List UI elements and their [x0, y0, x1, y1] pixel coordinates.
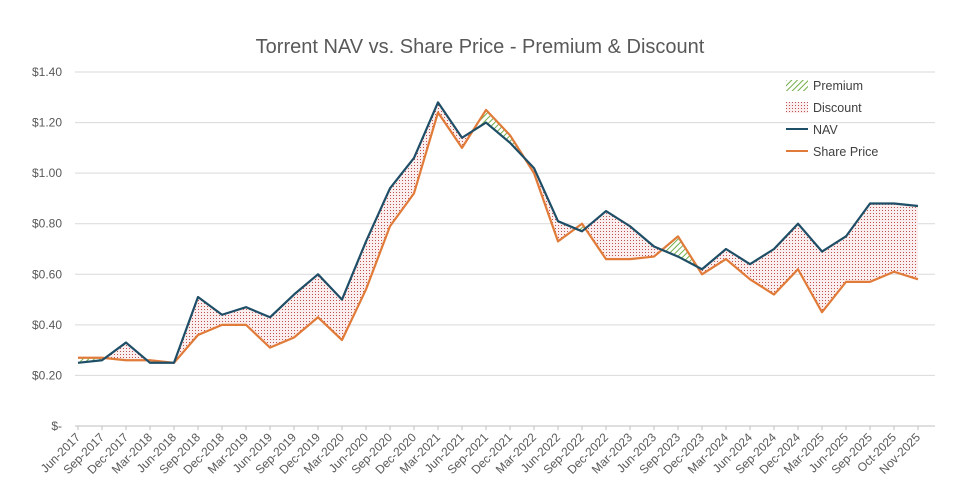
discount-area	[870, 203, 894, 282]
premium-area	[662, 236, 678, 257]
y-tick-label: $1.00	[32, 166, 62, 180]
discount-area	[246, 307, 270, 348]
y-tick-label: $0.60	[32, 267, 62, 281]
y-tick-label: $1.40	[32, 65, 62, 79]
legend-premium-label: Premium	[813, 79, 863, 93]
premium-area	[486, 109, 510, 143]
chart-title: Torrent NAV vs. Share Price - Premium & …	[256, 36, 705, 58]
discount-area	[390, 157, 414, 227]
discount-area	[630, 226, 654, 260]
series-lines	[77, 101, 919, 364]
discount-area	[846, 203, 870, 282]
y-tick-label: $0.40	[32, 318, 62, 332]
legend-nav-label: NAV	[813, 123, 838, 137]
y-tick-label: $0.80	[32, 217, 62, 231]
legend: Premium Discount NAV Share Price	[786, 79, 878, 159]
discount-area	[318, 274, 342, 341]
discount-area	[558, 221, 576, 242]
x-axis-ticks: Jun-2017Sep-2017Dec-2017Mar-2018Jun-2018…	[38, 426, 923, 477]
legend-discount-swatch	[786, 102, 808, 113]
discount-area	[438, 102, 462, 148]
discount-area	[822, 236, 846, 313]
discount-area	[726, 249, 750, 280]
nav-line	[77, 101, 919, 364]
discount-area	[585, 211, 606, 260]
y-tick-label: $-	[51, 419, 62, 433]
discount-area	[198, 297, 222, 335]
y-axis-ticks: $- $0.20 $0.40 $0.60 $0.80 $1.00 $1.20 $1.40	[32, 65, 62, 433]
y-tick-label: $0.20	[32, 368, 62, 382]
share-price-line	[78, 108, 919, 364]
discount-area	[366, 188, 390, 290]
y-tick-label: $1.20	[32, 116, 62, 130]
premium-discount-areas	[78, 102, 918, 363]
discount-area	[774, 223, 798, 295]
legend-premium-swatch	[786, 80, 808, 91]
discount-area	[342, 241, 366, 341]
legend-discount-label: Discount	[813, 101, 862, 115]
discount-area	[270, 294, 294, 348]
discount-area	[894, 203, 918, 280]
discount-area	[222, 307, 246, 325]
legend-share-price-label: Share Price	[813, 145, 878, 159]
